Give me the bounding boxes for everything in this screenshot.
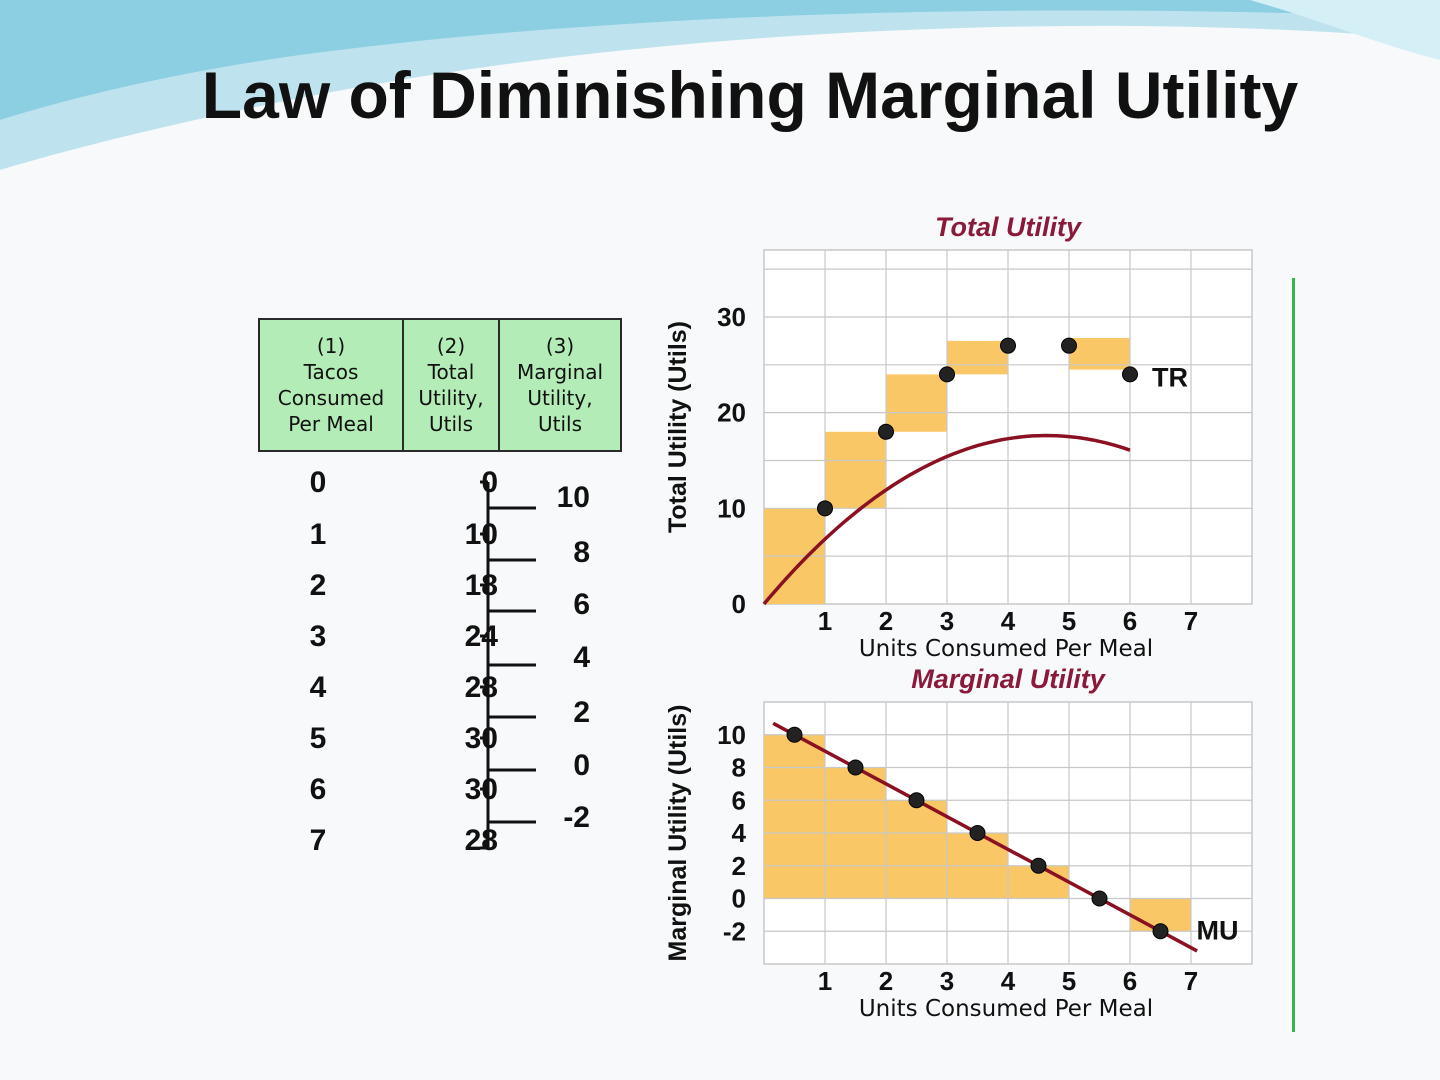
utility-bar: [947, 340, 1008, 375]
total-utility-chart: Total Utility 1 2 3 4 5 6 7 Units Consumed Per M…: [664, 212, 1253, 662]
x-tick-label: 1: [818, 606, 832, 636]
x-tick-label: 4: [1001, 606, 1016, 636]
data-point: [1061, 337, 1077, 354]
utility-bar: [886, 374, 947, 432]
units-consumed-cell: 5: [309, 722, 327, 755]
x-tick-label: 2: [879, 606, 893, 636]
data-point: [939, 366, 955, 383]
data-point: [847, 759, 864, 776]
units-consumed-cell: 2: [309, 569, 327, 602]
mu-line: [772, 721, 1198, 953]
utility-table-header: (1) Tacos Consumed Per Meal (2) Total Ut…: [258, 318, 622, 452]
marginal-utility-cell: 6: [573, 588, 590, 621]
y-axis-label: Total Utility (Utils): [664, 321, 692, 533]
y-tick-label: 0: [732, 884, 746, 914]
header-tacos-consumed: (1) Tacos Consumed Per Meal: [258, 318, 404, 452]
utility-bar: [764, 734, 825, 899]
y-tick-label: 20: [717, 398, 746, 428]
x-tick-label: 4: [1001, 966, 1016, 996]
header-swoosh-decoration: [0, 0, 1440, 170]
x-axis-label: Units Consumed Per Meal: [859, 996, 1153, 1022]
y-tick-label: 0: [732, 589, 746, 619]
total-utility-cell: 0: [481, 466, 498, 499]
x-axis-label: Units Consumed Per Meal: [859, 636, 1153, 662]
x-tick-label: 5: [1062, 966, 1076, 996]
marginal-utility-cell: 4: [573, 641, 590, 674]
header-total-utility: (2) Total Utility, Utils: [402, 318, 500, 452]
x-tick-label: 6: [1123, 966, 1137, 996]
y-tick-label: 30: [717, 302, 746, 332]
series-label: MU: [1197, 915, 1239, 945]
data-point: [1030, 857, 1047, 874]
x-tick-label: 2: [879, 966, 893, 996]
units-consumed-cell: 0: [309, 466, 327, 499]
chart-title: Total Utility: [935, 212, 1083, 242]
y-tick-label: 8: [732, 753, 746, 783]
marginal-utility-cell: 10: [556, 481, 590, 514]
x-tick-label: 3: [940, 966, 954, 996]
y-axis-label: Marginal Utility (Utils): [664, 705, 692, 962]
y-tick-label: -2: [723, 916, 746, 946]
data-point: [878, 423, 894, 440]
chart-title: Marginal Utility: [911, 664, 1107, 694]
y-tick-label: 6: [732, 785, 746, 815]
marginal-utility-cell: 8: [573, 536, 590, 569]
data-point: [1000, 337, 1016, 354]
data-point: [786, 726, 803, 743]
units-consumed-cell: 1: [309, 518, 327, 551]
marginal-utility-cell: -2: [563, 801, 590, 834]
data-point: [1091, 890, 1108, 907]
x-tick-label: 7: [1184, 606, 1198, 636]
slide-title: Law of Diminishing Marginal Utility: [201, 58, 1299, 132]
units-consumed-cell: 3: [309, 620, 327, 653]
difference-bracket: [480, 480, 536, 850]
x-tick-label: 1: [818, 966, 832, 996]
y-tick-label: 4: [732, 818, 747, 848]
tr-curve: [762, 433, 1131, 606]
data-point: [969, 825, 986, 841]
data-point: [1122, 366, 1138, 383]
units-consumed-cell: 4: [309, 671, 327, 704]
x-tick-label: 5: [1062, 606, 1076, 636]
marginal-utility-chart: Marginal Utility 1 2 3 4 5 6 7 Units Consumed Pe…: [664, 664, 1253, 1022]
x-tick-label: 6: [1123, 606, 1137, 636]
units-consumed-cell: 6: [309, 773, 327, 806]
data-point: [908, 792, 925, 809]
x-tick-label: 3: [940, 606, 954, 636]
y-tick-label: 2: [732, 851, 746, 881]
data-point: [1152, 923, 1169, 940]
y-tick-label: 10: [717, 720, 746, 750]
utility-bar: [886, 800, 947, 899]
green-divider-rule: [1292, 278, 1295, 1032]
data-point: [817, 500, 833, 517]
marginal-utility-cell: 0: [573, 749, 590, 782]
marginal-utility-cell: 2: [573, 696, 590, 729]
series-label: TR: [1152, 362, 1188, 392]
utility-charts: Total Utility 1 2 3 4 5 6 7 Units Consumed Per M…: [664, 212, 1253, 1022]
units-consumed-cell: 7: [309, 824, 327, 857]
x-tick-label: 7: [1184, 966, 1198, 996]
y-tick-label: 10: [717, 493, 746, 523]
header-marginal-utility: (3) Marginal Utility, Utils: [498, 318, 622, 452]
total-utility-cell: 28: [464, 824, 498, 857]
